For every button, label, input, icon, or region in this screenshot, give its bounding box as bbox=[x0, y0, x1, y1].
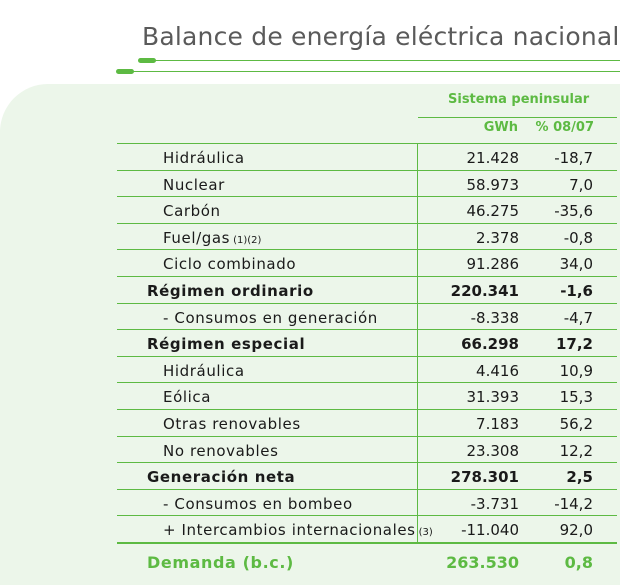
row-label: - Consumos en bombeo bbox=[163, 495, 353, 513]
column-header-pct: % 08/07 bbox=[535, 120, 594, 135]
row-label-text: + Intercambios internacionales bbox=[163, 521, 416, 540]
table-row-subtotal: Generación neta 278.301 2,5 bbox=[117, 462, 617, 489]
row-pct: 34,0 bbox=[559, 255, 593, 274]
energy-balance-table: Hidráulica 21.428 -18,7 Nuclear 58.973 7… bbox=[117, 143, 617, 578]
row-label: Nuclear bbox=[163, 176, 225, 194]
row-gwh: -8.338 bbox=[470, 308, 519, 327]
table-row-subtotal: Régimen especial 66.298 17,2 bbox=[117, 329, 617, 356]
row-label: Hidráulica bbox=[163, 362, 245, 380]
row-gwh: 4.416 bbox=[476, 361, 519, 380]
row-pct: 10,9 bbox=[559, 361, 593, 380]
row-label: Fuel/gas (1)(2) bbox=[163, 229, 261, 247]
row-gwh: 278.301 bbox=[450, 468, 519, 487]
row-label: Régimen especial bbox=[147, 335, 305, 353]
title-rule-accent-bottom bbox=[116, 69, 134, 74]
row-label-text: Régimen ordinario bbox=[147, 281, 314, 300]
row-label-text: Generación neta bbox=[147, 468, 296, 487]
row-pct: -0,8 bbox=[563, 228, 593, 247]
row-label-text: Hidráulica bbox=[163, 361, 245, 380]
table-row: + Intercambios internacionales (3) -11.04… bbox=[117, 515, 617, 542]
row-pct: -35,6 bbox=[554, 202, 593, 221]
row-gwh: -3.731 bbox=[470, 494, 519, 513]
table-row: Nuclear 58.973 7,0 bbox=[117, 169, 617, 197]
row-label: Eólica bbox=[163, 388, 211, 406]
row-gwh: 21.428 bbox=[466, 149, 520, 167]
row-label: Generación neta bbox=[147, 468, 295, 486]
row-label-text: No renovables bbox=[163, 441, 279, 460]
table-row-subtotal: Régimen ordinario 220.341 -1,6 bbox=[117, 275, 617, 303]
table-row: Carbón 46.275 -35,6 bbox=[117, 196, 617, 223]
row-label: Otras renovables bbox=[163, 415, 301, 433]
row-pct: -4,7 bbox=[563, 308, 593, 327]
total-pct: 0,8 bbox=[564, 552, 593, 572]
column-header-gwh: GWh bbox=[483, 120, 518, 135]
row-gwh: 7.183 bbox=[476, 414, 519, 433]
row-footnote: (3) bbox=[418, 527, 433, 539]
row-label: - Consumos en generación bbox=[163, 309, 378, 327]
table-row: Hidráulica 4.416 10,9 bbox=[117, 355, 617, 383]
row-gwh: 23.308 bbox=[466, 441, 520, 460]
total-label: Demanda (b.c.) bbox=[147, 552, 294, 572]
row-gwh: 91.286 bbox=[466, 255, 520, 274]
row-label-text: - Consumos en bombeo bbox=[163, 494, 353, 513]
row-pct: -1,6 bbox=[560, 281, 593, 300]
column-group-header: Sistema peninsular bbox=[448, 92, 590, 107]
table-row-total: Demanda (b.c.) 263.530 0,8 bbox=[117, 541, 617, 578]
row-pct: -18,7 bbox=[554, 149, 593, 167]
table-panel bbox=[0, 84, 620, 585]
table-row: No renovables 23.308 12,2 bbox=[117, 435, 617, 463]
page-title: Balance de energía eléctrica nacional bbox=[142, 22, 620, 51]
row-label: + Intercambios internacionales (3) bbox=[163, 521, 433, 539]
row-gwh: 2.378 bbox=[476, 228, 519, 247]
row-label: Hidráulica bbox=[163, 149, 245, 167]
row-label: Carbón bbox=[163, 202, 221, 220]
row-label-text: Hidráulica bbox=[163, 149, 245, 167]
table-row: Fuel/gas (1)(2) 2.378 -0,8 bbox=[117, 222, 617, 250]
title-rule-bottom bbox=[117, 71, 620, 72]
row-pct: 92,0 bbox=[559, 521, 593, 540]
row-label-text: Eólica bbox=[163, 388, 212, 407]
row-label-text: Carbón bbox=[163, 202, 221, 221]
row-pct: 12,2 bbox=[559, 441, 593, 460]
row-pct: 2,5 bbox=[566, 468, 593, 487]
row-pct: 7,0 bbox=[569, 175, 593, 194]
total-gwh: 263.530 bbox=[446, 552, 519, 572]
row-gwh: 46.275 bbox=[466, 202, 520, 221]
row-pct: 56,2 bbox=[559, 414, 593, 433]
row-pct: 15,3 bbox=[559, 388, 593, 407]
row-label: Ciclo combinado bbox=[163, 255, 296, 273]
row-gwh: -11.040 bbox=[461, 521, 519, 540]
column-group-rule bbox=[418, 117, 617, 118]
row-label-text: Fuel/gas bbox=[163, 228, 231, 247]
row-label-text: Otras renovables bbox=[163, 414, 301, 433]
row-gwh: 220.341 bbox=[450, 281, 519, 300]
row-footnote: (1)(2) bbox=[233, 234, 262, 246]
row-gwh: 66.298 bbox=[461, 335, 519, 354]
title-rule-accent-top bbox=[138, 58, 156, 63]
row-label-text: Régimen especial bbox=[147, 335, 306, 354]
row-label-text: Nuclear bbox=[163, 175, 225, 194]
row-label: No renovables bbox=[163, 442, 279, 460]
row-pct: -14,2 bbox=[554, 494, 593, 513]
row-label: Régimen ordinario bbox=[147, 282, 314, 300]
row-label-text: Ciclo combinado bbox=[163, 255, 297, 274]
column-separator bbox=[417, 143, 418, 543]
row-gwh: 58.973 bbox=[466, 175, 520, 194]
row-pct: 17,2 bbox=[555, 335, 593, 354]
row-label-text: - Consumos en generación bbox=[163, 308, 378, 327]
table-row: Ciclo combinado 91.286 34,0 bbox=[117, 249, 617, 276]
title-rule-top bbox=[141, 60, 620, 61]
table-row: Hidráulica 21.428 -18,7 bbox=[117, 143, 617, 170]
table-row: Otras renovables 7.183 56,2 bbox=[117, 408, 617, 436]
row-gwh: 31.393 bbox=[466, 388, 520, 407]
table-row: Eólica 31.393 15,3 bbox=[117, 382, 617, 409]
table-row: - Consumos en bombeo -3.731 -14,2 bbox=[117, 488, 617, 516]
table-row: - Consumos en generación -8.338 -4,7 bbox=[117, 302, 617, 330]
